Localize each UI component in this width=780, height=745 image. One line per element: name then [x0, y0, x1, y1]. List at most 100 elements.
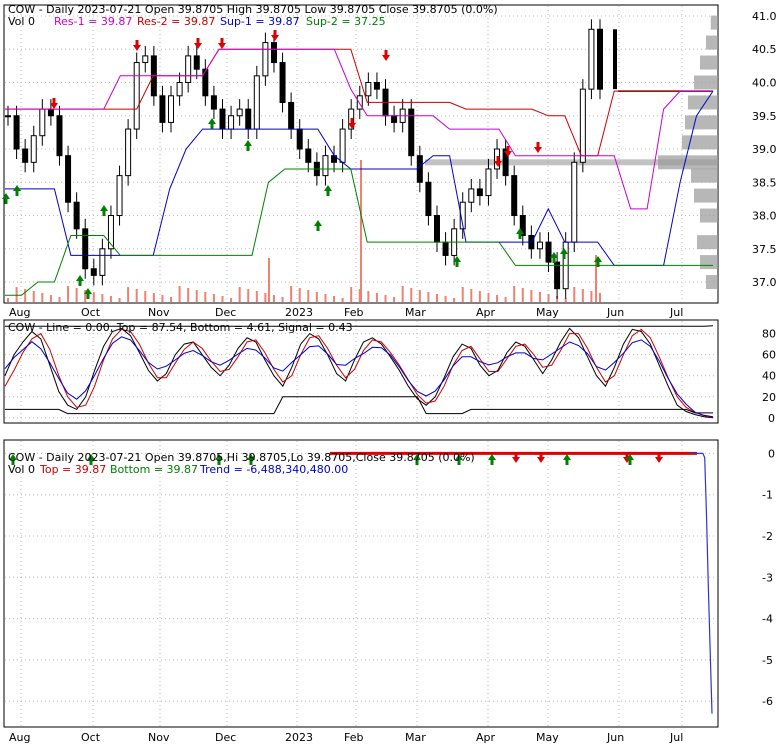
volume-bar	[144, 291, 147, 302]
candle-body	[125, 128, 132, 177]
volume-profile-bar	[694, 75, 718, 90]
candle-body	[476, 188, 483, 197]
osc-line-top	[5, 325, 714, 327]
x-tick-label: Jul	[669, 306, 683, 319]
candle-body	[305, 148, 312, 163]
volume-bar	[556, 296, 559, 302]
price-y-tick-label: 40.5	[752, 43, 777, 56]
x-tick-label: Jun	[606, 306, 624, 319]
candle-body	[185, 55, 192, 83]
candle-body	[107, 215, 114, 250]
candle-body	[116, 175, 123, 217]
down-arrow-icon	[348, 118, 356, 129]
trend-series	[9, 451, 713, 714]
down-arrow-icon	[512, 452, 520, 463]
volume-bar	[281, 297, 284, 302]
up-arrow-icon	[84, 288, 92, 299]
x-tick-label: Dec	[215, 306, 236, 319]
volume-bar	[178, 286, 181, 302]
trend-legend-top: Top = 39.87	[39, 463, 106, 476]
candle-body	[253, 75, 260, 130]
candle-body	[133, 62, 140, 130]
x-tick-label: Nov	[148, 731, 170, 744]
volume-bar	[333, 296, 336, 302]
trend-legend-trend: Trend = -6,488,340,480.00	[199, 463, 348, 476]
up-arrow-icon	[550, 252, 558, 263]
candle-body	[391, 115, 398, 123]
candle-body	[56, 115, 63, 157]
candle-body	[365, 81, 372, 97]
candle-body	[210, 95, 217, 110]
up-arrow-icon	[208, 118, 216, 129]
price-panel-title: COW - Daily 2023-07-21 Open 39.8705 High…	[8, 3, 498, 16]
trend-legend-vol: Vol 0	[8, 463, 35, 476]
volume-bar	[435, 294, 438, 302]
legend-sup1: Sup-1 = 39.87	[220, 15, 300, 28]
x-tick-label: Jul	[669, 731, 683, 744]
axis-labels: Aug Aug Oct Oct Nov Nov Dec Dec 2023 2023 Feb Feb Ma…	[9, 10, 777, 744]
volume-bar	[264, 293, 267, 302]
up-arrow-icon	[100, 205, 108, 216]
volume-bar	[92, 292, 95, 302]
candle-body	[219, 108, 226, 130]
volume-bar	[170, 297, 173, 302]
up-arrow-icon	[87, 454, 95, 465]
volume-profile-bar	[691, 168, 718, 183]
candle-body	[193, 55, 200, 70]
volume-bar	[247, 289, 250, 302]
volume-bar	[401, 286, 404, 302]
volume-bar	[581, 289, 584, 302]
candle-body	[373, 81, 380, 90]
down-arrow-icon	[655, 452, 663, 463]
candle-body	[613, 29, 617, 90]
osc-line-bottom	[5, 396, 713, 415]
candle-body	[296, 128, 303, 150]
up-arrow-icon	[2, 193, 10, 204]
price-y-tick-label: 41.0	[752, 10, 777, 23]
down-arrow-icon	[133, 40, 141, 51]
volume-bar	[238, 287, 241, 302]
candle-body	[228, 115, 235, 130]
down-arrow-icon	[537, 452, 545, 463]
candle-body	[545, 241, 552, 263]
osc-y-tick-label: 60	[762, 349, 776, 362]
volume-spike	[268, 258, 270, 302]
volume-profile-bar	[700, 208, 718, 223]
candle-body	[433, 215, 440, 243]
candle-body	[73, 201, 80, 230]
candle-body	[176, 81, 183, 97]
volume-bar	[418, 290, 421, 302]
volume-bar	[118, 298, 121, 302]
candle-body	[236, 108, 243, 117]
price-series	[2, 19, 714, 302]
oscillator-series	[4, 325, 714, 419]
osc-y-tick-label: 0	[768, 412, 775, 425]
candle-body	[65, 155, 72, 203]
legend-res1: Res-1 = 39.87	[54, 15, 132, 28]
volume-bar	[358, 289, 361, 302]
legend-sup2: Sup-2 = 37.25	[306, 15, 386, 28]
candle-body	[408, 108, 415, 157]
candle-body	[99, 248, 106, 276]
up-arrow-icon	[247, 454, 255, 465]
up-arrow-icon	[488, 454, 496, 465]
trend-line	[690, 452, 713, 714]
candle-body	[554, 261, 561, 290]
candle-body	[39, 108, 46, 137]
candle-body	[502, 148, 509, 177]
volume-spike	[595, 255, 597, 302]
x-tick-label: Dec	[215, 731, 236, 744]
volume-bar	[513, 286, 516, 302]
volume-bar	[195, 290, 198, 302]
up-arrow-icon	[324, 185, 332, 196]
osc-panel-title: COW - Line = 0.00, Top = 87.54, Bottom =…	[8, 321, 353, 334]
volume-bar	[478, 291, 481, 302]
volume-bar	[547, 294, 550, 302]
x-tick-label: 2023	[285, 731, 313, 744]
candle-body	[142, 55, 149, 64]
candle-body	[288, 101, 295, 130]
x-tick-label: Oct	[81, 731, 101, 744]
volume-bar	[538, 292, 541, 302]
